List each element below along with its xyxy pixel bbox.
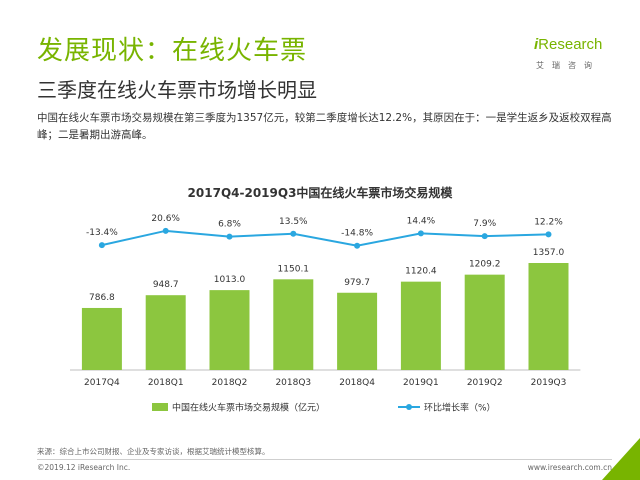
- bar: [145, 295, 186, 370]
- x-tick-label: 2018Q3: [275, 378, 311, 388]
- legend-bar-label: 中国在线火车票市场交易规模（亿元）: [172, 402, 325, 414]
- bar-value-label: 1357.0: [533, 248, 565, 258]
- website-text: www.iresearch.com.cn: [527, 463, 612, 472]
- bar: [400, 281, 441, 370]
- bar-value-label: 1013.0: [214, 275, 246, 285]
- bar: [464, 274, 505, 370]
- bar: [81, 307, 122, 370]
- bar-value-label: 1120.4: [405, 267, 437, 277]
- x-tick-label: 2018Q4: [339, 378, 375, 388]
- logo-wordmark: iResearch: [534, 36, 603, 53]
- growth-rate-point: [98, 242, 105, 249]
- x-tick-label: 2017Q4: [84, 378, 120, 388]
- bar-value-label: 786.8: [89, 293, 115, 303]
- chart-title: 2017Q4-2019Q3中国在线火车票市场交易规模: [187, 186, 453, 200]
- legend-line-label: 环比增长率（%）: [424, 402, 496, 414]
- copyright-text: ©2019.12 iResearch Inc.: [37, 463, 131, 472]
- growth-rate-point: [162, 227, 169, 234]
- growth-rate-label: 13.5%: [279, 217, 308, 227]
- growth-rate-label: 14.4%: [407, 216, 436, 226]
- bar-value-label: 1150.1: [278, 264, 310, 274]
- source-note: 来源：综合上市公司财报、企业及专家访谈，根据艾瑞统计模型核算。: [37, 447, 270, 456]
- legend-line-marker: [406, 404, 412, 410]
- growth-rate-point: [417, 230, 424, 237]
- bar-value-label: 979.7: [344, 278, 370, 288]
- bar: [209, 290, 250, 370]
- growth-rate-label: 20.6%: [151, 214, 180, 224]
- legend-bar-swatch: [152, 403, 168, 411]
- bar: [337, 292, 378, 370]
- logo-chinese-name: 艾瑞咨询: [536, 61, 600, 70]
- growth-rate-label: -13.4%: [86, 228, 118, 238]
- x-tick-label: 2018Q1: [148, 378, 184, 388]
- growth-rate-label: -14.8%: [341, 229, 373, 239]
- bar-value-label: 948.7: [153, 280, 179, 290]
- growth-rate-label: 12.2%: [534, 217, 563, 227]
- growth-rate-point: [481, 233, 488, 240]
- x-tick-label: 2019Q1: [403, 378, 439, 388]
- growth-rate-line: [101, 229, 549, 247]
- growth-rate-point: [226, 233, 233, 240]
- page-subtitle: 三季度在线火车票市场增长明显: [37, 78, 317, 102]
- growth-rate-point: [545, 231, 552, 238]
- growth-rate-label: 7.9%: [473, 219, 496, 229]
- growth-rate-label: 6.8%: [218, 220, 241, 230]
- growth-rate-point: [290, 230, 297, 237]
- growth-rate-point: [354, 242, 361, 249]
- bar: [528, 263, 569, 370]
- bar: [273, 279, 314, 370]
- page-title: 发展现状：在线火车票: [37, 36, 308, 66]
- x-tick-label: 2019Q2: [467, 378, 503, 388]
- bar-value-label: 1209.2: [469, 260, 501, 270]
- x-tick-label: 2019Q3: [531, 378, 567, 388]
- x-tick-label: 2018Q2: [212, 378, 248, 388]
- summary-text: 中国在线火车票市场交易规模在第三季度为1357亿元，较第二季度增长达12.2%，…: [37, 112, 612, 141]
- iresearch-logo: iResearch 艾瑞咨询: [534, 36, 614, 76]
- footer-divider: [37, 459, 612, 460]
- page-number: 19: [619, 460, 632, 471]
